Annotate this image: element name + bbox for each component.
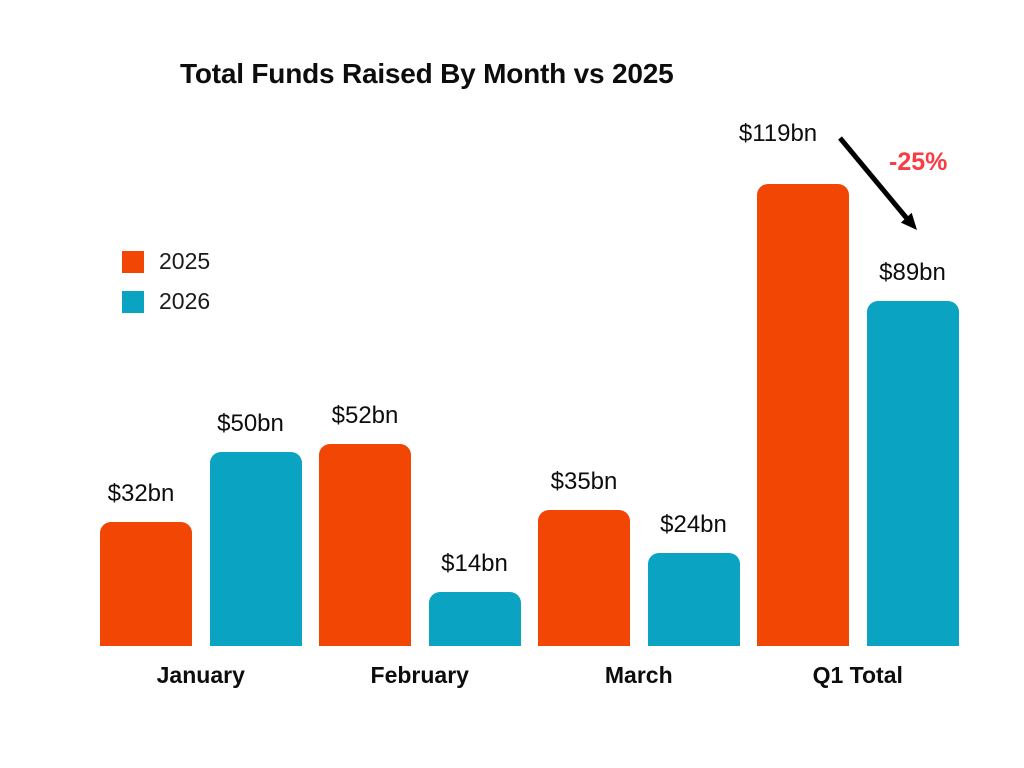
category-label-february: February — [370, 662, 469, 688]
bar-2026-march — [647, 552, 740, 646]
legend-item-2025: 2025 — [122, 250, 210, 273]
bar-2026-january — [209, 452, 302, 646]
bar-value-label-2025-january: $32bn — [107, 479, 175, 507]
legend-label-2025: 2025 — [159, 248, 211, 274]
bar-2025-january — [100, 521, 192, 646]
legend: 2025 2026 — [122, 250, 210, 330]
category-label-q1-total: Q1 Total — [812, 662, 903, 688]
legend-swatch-2026 — [122, 290, 144, 313]
decline-arrow-icon — [838, 136, 917, 230]
bar-2025-q1-total — [757, 184, 849, 646]
bar-value-label-2025-march: $35bn — [550, 468, 618, 496]
bar-2026-q1-total — [866, 300, 959, 646]
legend-swatch-2025 — [122, 250, 144, 273]
bar-2025-march — [538, 510, 630, 646]
bar-value-label-2025-q1-total: $119bn — [738, 120, 818, 148]
bar-2025-february — [319, 444, 411, 646]
bar-value-label-2026-february: $14bn — [441, 549, 508, 577]
bar-value-label-2026-q1-total: $89bn — [879, 258, 946, 286]
bar-2026-february — [428, 591, 521, 646]
bar-value-label-2026-march: $24bn — [660, 510, 727, 538]
category-label-january: January — [156, 662, 245, 688]
decline-percentage-label: -25% — [889, 148, 948, 176]
legend-item-2026: 2026 — [122, 290, 210, 313]
bar-value-label-2026-january: $50bn — [217, 410, 284, 437]
legend-label-2026: 2026 — [159, 288, 211, 314]
category-label-march: March — [604, 662, 673, 688]
chart-title: Total Funds Raised By Month vs 2025 — [180, 58, 674, 89]
bar-value-label-2025-february: $52bn — [331, 402, 399, 430]
